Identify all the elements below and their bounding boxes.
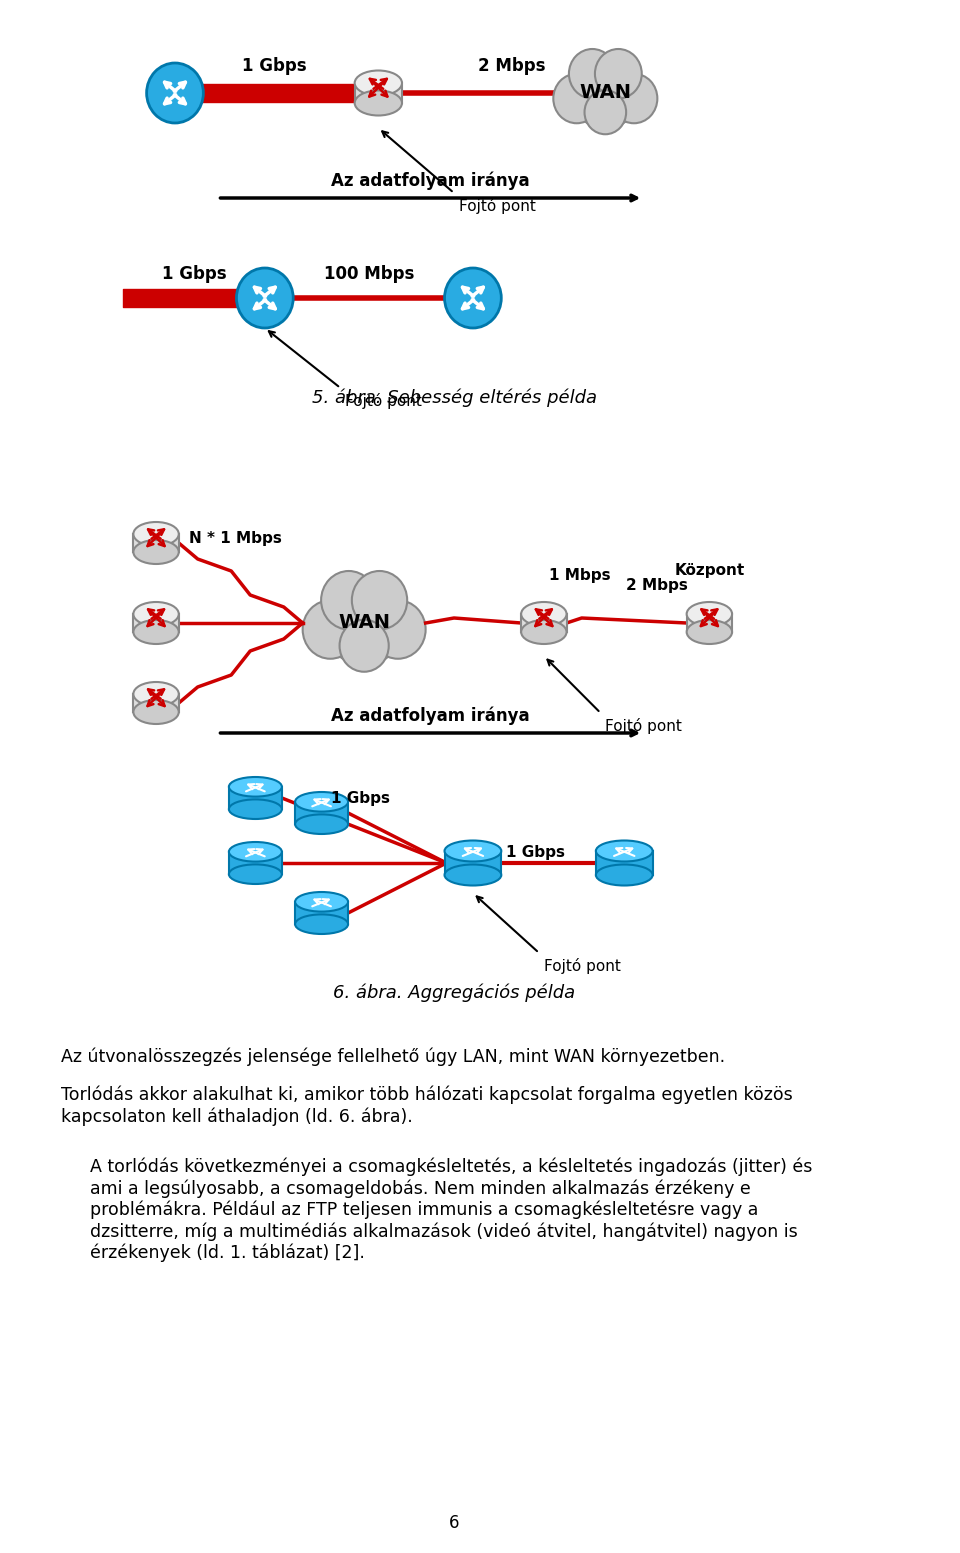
Polygon shape: [133, 694, 179, 711]
Text: A torlódás következményei a csomagkésleltetés, a késleltetés ingadozás (jitter) : A torlódás következményei a csomagkéslel…: [90, 1159, 812, 1263]
Text: Fojtó pont: Fojtó pont: [606, 717, 683, 735]
Circle shape: [352, 572, 407, 629]
Text: Központ: Központ: [674, 564, 745, 578]
Ellipse shape: [228, 842, 282, 862]
Text: 1 Gbps: 1 Gbps: [506, 845, 565, 860]
Ellipse shape: [354, 90, 402, 115]
Ellipse shape: [133, 522, 179, 547]
Circle shape: [444, 269, 501, 328]
Ellipse shape: [686, 603, 732, 626]
Ellipse shape: [521, 603, 566, 626]
Text: 6: 6: [448, 1514, 459, 1531]
Ellipse shape: [133, 620, 179, 644]
Ellipse shape: [228, 800, 282, 818]
Polygon shape: [133, 534, 179, 551]
Text: 6. ábra. Aggregációs példa: 6. ábra. Aggregációs példa: [333, 983, 575, 1002]
Polygon shape: [228, 787, 282, 809]
Text: 100 Mbps: 100 Mbps: [324, 266, 414, 283]
Text: WAN: WAN: [338, 613, 390, 632]
Ellipse shape: [295, 891, 348, 912]
Polygon shape: [596, 851, 653, 874]
Ellipse shape: [133, 603, 179, 626]
Circle shape: [324, 581, 404, 665]
Circle shape: [147, 64, 204, 123]
Text: 2 Mbps: 2 Mbps: [626, 578, 688, 593]
Ellipse shape: [686, 620, 732, 644]
Polygon shape: [295, 801, 348, 825]
Circle shape: [321, 572, 376, 629]
Ellipse shape: [133, 682, 179, 707]
Ellipse shape: [521, 620, 566, 644]
Text: Fojtó pont: Fojtó pont: [544, 958, 621, 974]
Circle shape: [302, 601, 358, 658]
Circle shape: [585, 90, 626, 134]
Ellipse shape: [133, 700, 179, 724]
Text: 1 Mbps: 1 Mbps: [548, 568, 611, 582]
Polygon shape: [295, 902, 348, 924]
Ellipse shape: [228, 865, 282, 884]
Text: 1 Gbps: 1 Gbps: [331, 790, 390, 806]
Text: N * 1 Mbps: N * 1 Mbps: [189, 531, 282, 545]
Text: Fojtó pont: Fojtó pont: [346, 393, 422, 408]
Text: Fojtó pont: Fojtó pont: [459, 197, 536, 214]
Circle shape: [611, 73, 658, 123]
Circle shape: [571, 57, 639, 129]
Text: Torlódás akkor alakulhat ki, amikor több hálózati kapcsolat forgalma egyetlen kö: Torlódás akkor alakulhat ki, amikor több…: [61, 1086, 793, 1126]
Ellipse shape: [295, 792, 348, 812]
Ellipse shape: [354, 70, 402, 95]
Ellipse shape: [133, 540, 179, 564]
Circle shape: [595, 50, 641, 98]
Ellipse shape: [295, 814, 348, 834]
Text: 5. ábra. Sebesség eltérés példa: 5. ábra. Sebesség eltérés példa: [311, 388, 596, 407]
Circle shape: [340, 620, 389, 672]
Circle shape: [553, 73, 600, 123]
Text: Az adatfolyam iránya: Az adatfolyam iránya: [331, 707, 530, 725]
Text: 1 Gbps: 1 Gbps: [242, 57, 306, 75]
Text: WAN: WAN: [579, 84, 632, 102]
Polygon shape: [521, 613, 566, 632]
Polygon shape: [686, 613, 732, 632]
Ellipse shape: [295, 915, 348, 933]
Text: 2 Mbps: 2 Mbps: [478, 57, 545, 75]
Ellipse shape: [444, 865, 501, 885]
Ellipse shape: [596, 840, 653, 862]
Ellipse shape: [228, 776, 282, 797]
Polygon shape: [133, 613, 179, 632]
Text: Az adatfolyam iránya: Az adatfolyam iránya: [331, 171, 530, 189]
Polygon shape: [228, 851, 282, 874]
Ellipse shape: [444, 840, 501, 862]
Circle shape: [569, 50, 615, 98]
Circle shape: [236, 269, 293, 328]
Circle shape: [371, 601, 425, 658]
Text: Az útvonalösszegzés jelensége fellelhető úgy LAN, mint WAN környezetben.: Az útvonalösszegzés jelensége fellelhető…: [61, 1048, 726, 1067]
Polygon shape: [354, 82, 402, 102]
Text: 1 Gbps: 1 Gbps: [161, 266, 227, 283]
Polygon shape: [444, 851, 501, 874]
Ellipse shape: [596, 865, 653, 885]
